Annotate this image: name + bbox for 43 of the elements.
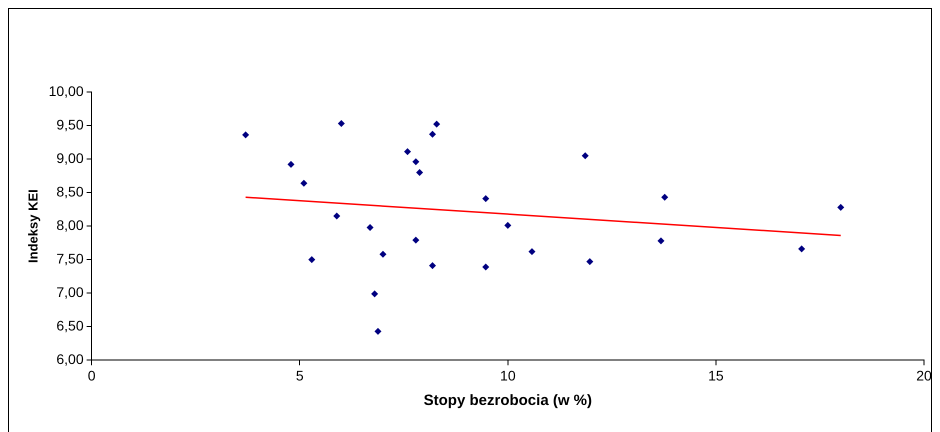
point (366, 224, 374, 231)
point (504, 222, 512, 229)
point (661, 194, 668, 201)
y-tick-label: 8,00 (56, 216, 84, 233)
y-tick-label: 8,50 (56, 183, 84, 200)
y-tick-label: 10,00 (48, 82, 84, 99)
point (242, 131, 250, 138)
point (308, 256, 316, 264)
y-tick-label: 9,00 (56, 150, 84, 166)
point (287, 160, 294, 168)
point (412, 158, 420, 166)
point (379, 250, 386, 258)
y-tick-label: 6,50 (56, 318, 84, 334)
y-tick-label: 6,00 (56, 351, 84, 368)
point (404, 148, 412, 156)
point (412, 236, 420, 244)
x-tick-label: 0 (88, 367, 96, 384)
point (300, 180, 308, 187)
y-tick-label: 7,50 (56, 250, 84, 266)
x-tick-label: 20 (916, 367, 932, 384)
x-tick-label: 5 (296, 367, 304, 384)
point (428, 262, 436, 270)
point (582, 152, 589, 160)
point (374, 328, 382, 335)
y-tick-label: 9,50 (56, 116, 84, 132)
point (657, 237, 664, 244)
y-axis-title: Indeksy KEI (25, 189, 40, 263)
point (798, 245, 806, 252)
point (371, 290, 378, 298)
x-tick-label: 10 (500, 367, 516, 384)
point (333, 212, 340, 220)
point (837, 204, 844, 211)
point (433, 120, 440, 128)
x-axis-title: Stopy bezrobocia (w %) (424, 392, 592, 410)
point (338, 120, 345, 128)
point (428, 130, 436, 138)
point (586, 258, 594, 266)
y-tick-label: 7,00 (56, 284, 84, 300)
point (482, 264, 490, 270)
point (528, 248, 536, 256)
point (416, 168, 424, 176)
point (482, 195, 490, 202)
x-tick-label: 15 (708, 367, 724, 384)
